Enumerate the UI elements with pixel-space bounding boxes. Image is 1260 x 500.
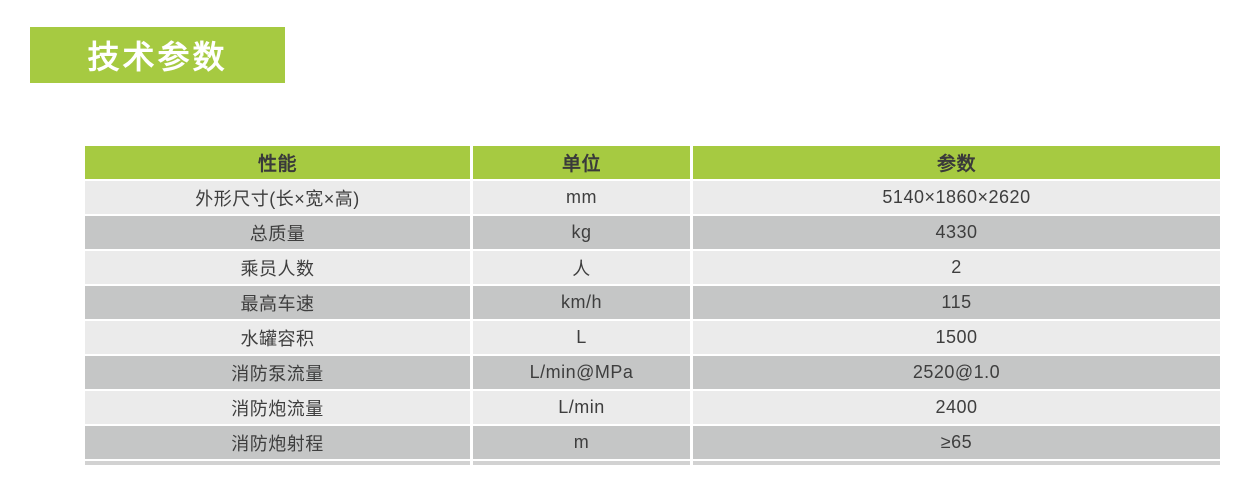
table-bottom-edge bbox=[85, 461, 470, 465]
table-header-parameter: 参数 bbox=[693, 146, 1220, 179]
table-cell-unit: L/min bbox=[473, 391, 690, 424]
table-cell-unit: L bbox=[473, 321, 690, 354]
table-cell-unit: km/h bbox=[473, 286, 690, 319]
table-cell-value: 5140×1860×2620 bbox=[693, 181, 1220, 214]
table-cell-value: 1500 bbox=[693, 321, 1220, 354]
table-cell-value: 115 bbox=[693, 286, 1220, 319]
section-title: 技术参数 bbox=[87, 39, 228, 75]
table-cell-unit: 人 bbox=[473, 251, 690, 284]
table-cell-unit: L/min@MPa bbox=[473, 356, 690, 389]
table-cell-name: 总质量 bbox=[85, 216, 470, 249]
table-header-unit: 单位 bbox=[473, 146, 690, 179]
table-cell-unit: kg bbox=[473, 216, 690, 249]
table-cell-value: 2520@1.0 bbox=[693, 356, 1220, 389]
table-cell-value: 2400 bbox=[693, 391, 1220, 424]
table-header-performance: 性能 bbox=[85, 146, 470, 179]
table-bottom-edge bbox=[473, 461, 690, 465]
table-cell-name: 水罐容积 bbox=[85, 321, 470, 354]
table-cell-name: 消防泵流量 bbox=[85, 356, 470, 389]
table-cell-name: 消防炮流量 bbox=[85, 391, 470, 424]
table-cell-name: 最高车速 bbox=[85, 286, 470, 319]
section-title-badge: 技术参数 bbox=[30, 27, 285, 83]
table-cell-name: 消防炮射程 bbox=[85, 426, 470, 459]
spec-table: 性能 单位 参数 外形尺寸(长×宽×高) mm 5140×1860×2620 总… bbox=[85, 146, 1220, 465]
table-cell-value: ≥65 bbox=[693, 426, 1220, 459]
table-cell-unit: mm bbox=[473, 181, 690, 214]
table-cell-name: 外形尺寸(长×宽×高) bbox=[85, 181, 470, 214]
table-cell-value: 4330 bbox=[693, 216, 1220, 249]
table-cell-value: 2 bbox=[693, 251, 1220, 284]
table-bottom-edge bbox=[693, 461, 1220, 465]
table-cell-unit: m bbox=[473, 426, 690, 459]
table-cell-name: 乘员人数 bbox=[85, 251, 470, 284]
